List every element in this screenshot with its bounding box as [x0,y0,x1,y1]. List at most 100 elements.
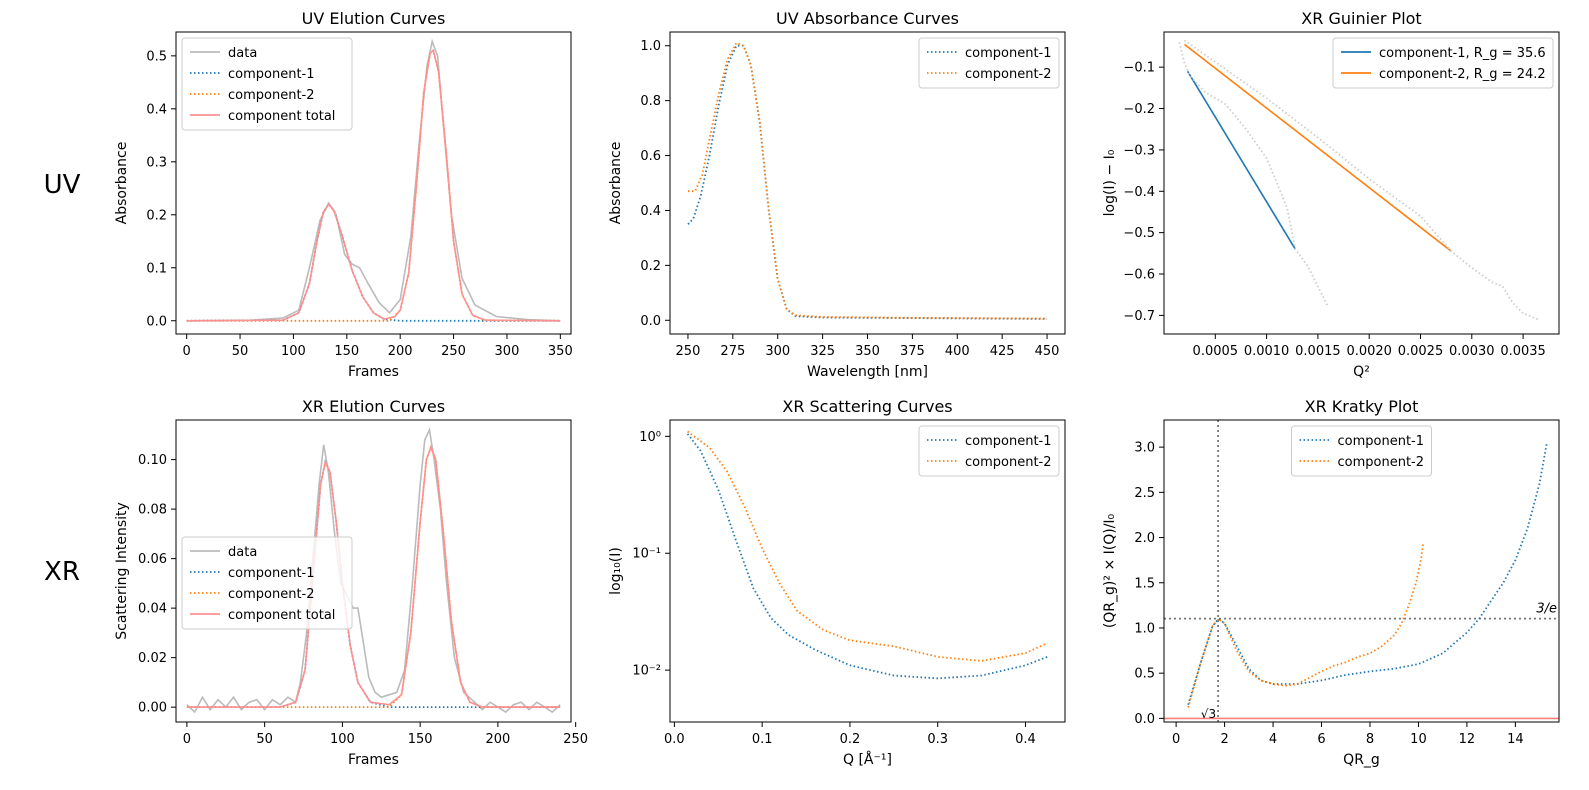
x-tick-label: 0.4 [1015,732,1036,747]
y-tick-label: 0.10 [138,453,167,468]
x-tick-label: 0.0 [664,732,685,747]
y-axis-label: Scattering Intensity [114,502,130,640]
legend-label: component-1 [965,46,1052,61]
y-tick-label: 0.3 [146,155,167,170]
row-label-xr: XR [44,557,80,587]
y-tick-label: 1.0 [640,39,661,54]
legend-label: component-2 [965,67,1052,82]
x-tick-label: 0.0030 [1449,344,1495,359]
y-tick-label: 2.0 [1134,531,1155,546]
y-tick-label: 0.4 [640,204,661,219]
chart-title: UV Elution Curves [302,9,446,28]
y-tick-label: −0.7 [1123,309,1155,324]
x-tick-label: 350 [855,344,880,359]
legend-box [1291,425,1432,477]
y-tick-label: 1.5 [1134,576,1155,591]
y-tick-label: 0.02 [138,651,167,666]
y-tick-label: −0.5 [1123,226,1155,241]
x-tick-label: 0.3 [927,732,948,747]
legend-label: component total [228,109,335,124]
x-tick-label: 150 [334,344,359,359]
legend-label: component-2 [228,587,315,602]
vline-label: √3 [1201,707,1216,721]
y-axis-label: log(I) − I₀ [1102,149,1118,216]
y-tick-label: 0.2 [640,259,661,274]
y-tick-label: −0.6 [1123,268,1155,283]
x-tick-label: 50 [256,732,273,747]
y-tick-label: 0.5 [146,49,167,64]
axes-frame [1163,31,1560,335]
legend-label: data [228,545,257,560]
x-tick-label: 275 [720,344,745,359]
plot-area [186,38,561,322]
x-tick-label: 450 [1035,344,1060,359]
x-tick-label: 0.0015 [1295,344,1341,359]
row-label-uv: UV [44,170,81,200]
chart-title: XR Guinier Plot [1301,9,1421,28]
series-line-component-2 [688,41,1048,320]
x-tick-label: 375 [900,344,925,359]
y-tick-label: 0.0 [1134,712,1155,727]
x-tick-label: 250 [676,344,701,359]
x-tick-label: 0.1 [752,732,773,747]
legend-label: component-2 [228,88,315,103]
x-tick-label: 0 [183,344,191,359]
y-axis-label: (QR_g)² × I(Q)/I₀ [1102,513,1118,628]
series-line-component-2 [687,430,1048,662]
x-tick-label: 300 [765,344,790,359]
plot-area [686,430,1048,680]
y-tick-label: 1.0 [1134,621,1155,636]
x-tick-label: 200 [485,732,510,747]
series-line-component-2-r-g-24-2 [1184,43,1452,252]
x-tick-label: 350 [548,344,573,359]
legend: component-1 component-2 [918,37,1060,89]
x-tick-label: 50 [232,344,249,359]
x-tick-label: 0.0010 [1244,344,1290,359]
legend-label: component-1 [228,566,315,581]
legend-box [918,37,1060,89]
x-axis-label: Wavelength [nm] [807,364,928,380]
series-line-component-1-r-g-35-6 [1186,70,1296,250]
legend-label: component-1 [965,434,1052,449]
x-tick-label: 100 [330,732,355,747]
legend: component-1 component-2 [1291,425,1432,477]
legend-label: data [228,46,257,61]
y-tick-label: 2.5 [1134,486,1155,501]
chart-title: UV Absorbance Curves [776,9,959,28]
x-tick-label: 325 [810,344,835,359]
y-tick-label: 0.1 [146,261,167,276]
y-tick-label: 10⁻² [632,664,661,679]
legend-box [181,536,353,630]
chart-uv_absorbance: UV Absorbance Curves 250 275 300 325 350 375 40… [608,9,1066,380]
x-tick-label: 100 [281,344,306,359]
x-tick-label: 150 [408,732,433,747]
legend: component-1 component-2 [918,425,1060,477]
x-tick-label: 8 [1366,732,1374,747]
x-tick-label: 400 [945,344,970,359]
legend-box [181,37,353,131]
y-tick-label: 10⁰ [639,430,661,445]
plot-area [1178,39,1539,321]
chart-xr_kratky: XR Kratky Plot 3/e √3 0 2 4 6 8 10 12 14 0.0 0.5 1.0 1… [1102,397,1560,768]
chart-xr_elution: XR Elution Curves 0 50 100 150 200 250 0.00 0.02… [114,397,588,768]
x-tick-label: 2 [1220,732,1228,747]
y-axis-label: Absorbance [608,142,624,225]
legend: component-1, R_g = 35.6 component-2, R_g … [1332,37,1554,89]
x-tick-label: 300 [495,344,520,359]
y-tick-label: 0.00 [138,701,167,716]
x-tick-label: 0.2 [840,732,861,747]
y-tick-label: −0.4 [1123,185,1155,200]
x-tick-label: 10 [1410,732,1427,747]
y-tick-label: 0.2 [146,208,167,223]
y-axis-label: log₁₀(I) [608,547,624,595]
x-tick-label: 0 [1172,732,1180,747]
y-tick-label: 0.6 [640,149,661,164]
x-tick-label: 0 [183,732,191,747]
y-tick-label: 0.06 [138,552,167,567]
y-tick-label: 10⁻¹ [632,547,661,562]
x-tick-label: 12 [1459,732,1476,747]
y-tick-label: 0.5 [1134,667,1155,682]
x-axis-label: Q² [1353,364,1370,380]
y-axis-label: Absorbance [114,142,130,225]
